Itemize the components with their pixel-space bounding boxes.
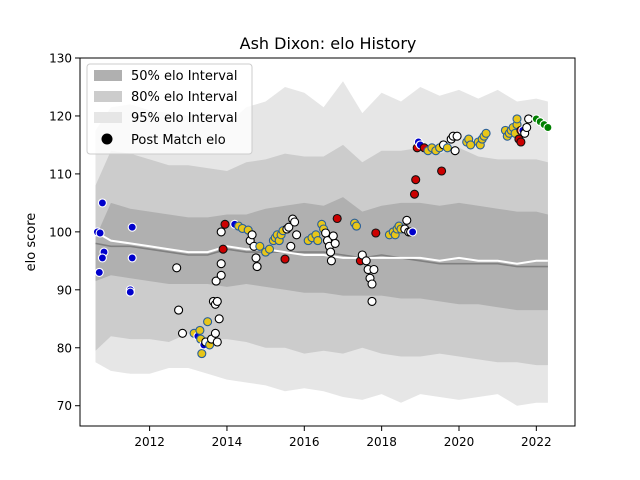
post-match-elo-point: [332, 213, 342, 224]
y-tick-label: 120: [49, 109, 72, 123]
legend-label-post-match: Post Match elo: [131, 133, 226, 148]
post-match-elo-point: [292, 230, 302, 240]
post-match-elo-point: [216, 227, 226, 237]
post-match-elo-point: [216, 259, 226, 269]
legend-label-95: 95% elo Interval: [131, 111, 238, 126]
post-match-elo-point: [290, 217, 300, 227]
post-match-elo-point: [402, 215, 412, 225]
post-match-elo-point: [437, 166, 447, 176]
post-match-elo-point: [284, 222, 294, 232]
y-tick-label: 100: [49, 225, 72, 239]
post-match-elo-point: [361, 256, 371, 266]
mean-elo-line: [95, 231, 548, 265]
post-match-elo-point: [195, 325, 205, 335]
post-match-elo-point: [216, 270, 226, 280]
post-match-elo-point: [255, 241, 265, 251]
post-match-elo-point: [516, 137, 526, 147]
y-tick-label: 110: [49, 167, 72, 181]
post-match-elo-point: [97, 198, 107, 208]
post-match-elo-point: [326, 247, 336, 257]
x-tick-label: 2014: [212, 435, 243, 449]
post-match-elo-point: [127, 222, 137, 232]
legend-marker-post-match: [101, 133, 113, 145]
post-match-elo-point: [172, 263, 182, 273]
post-match-elo-point: [127, 253, 137, 263]
post-match-elo-point: [369, 264, 379, 275]
post-match-elo-point: [211, 276, 221, 286]
post-match-elo-point: [252, 262, 262, 272]
post-match-elo-point: [212, 296, 222, 306]
post-match-elo-point: [174, 305, 184, 315]
legend-swatch-80: [94, 91, 122, 102]
post-match-elo-point: [442, 143, 452, 153]
post-match-elo-point: [543, 122, 553, 133]
post-match-elo-point: [94, 267, 104, 277]
x-tick-label: 2012: [134, 435, 165, 449]
x-tick-label: 2018: [366, 435, 397, 449]
post-match-elo-point: [522, 122, 532, 133]
x-tick-label: 2022: [521, 435, 552, 449]
post-match-elo-point: [125, 287, 135, 297]
post-match-elo-point: [214, 314, 224, 324]
post-match-elo-point: [247, 230, 257, 240]
post-match-elo-point: [450, 146, 460, 156]
x-tick-label: 2020: [444, 435, 475, 449]
legend-swatch-95: [94, 112, 122, 123]
post-match-elo-point: [330, 238, 340, 248]
post-match-elo-point: [210, 328, 220, 338]
post-match-elo-point: [367, 279, 377, 289]
post-match-elo-point: [408, 227, 418, 237]
post-match-elo-point: [313, 236, 323, 246]
legend-label-80: 80% elo Interval: [131, 90, 238, 105]
post-match-elo-point: [212, 337, 222, 347]
post-match-elo-point: [218, 244, 228, 254]
legend-label-50: 50% elo Interval: [131, 69, 238, 84]
post-match-elo-point: [524, 114, 534, 124]
band-50-interval: [95, 197, 548, 311]
post-match-elo-point: [409, 189, 420, 199]
post-match-elo-point: [264, 244, 275, 254]
post-match-elo-point: [177, 328, 188, 338]
post-match-elo-point: [280, 254, 290, 264]
x-axis: 2012 2014 2016 2018 2020 2022: [134, 426, 552, 449]
y-tick-label: 90: [57, 283, 72, 297]
y-tick-label: 80: [57, 341, 72, 355]
y-tick-label: 130: [49, 52, 72, 66]
post-match-elo-point: [203, 317, 213, 327]
chart-title: Ash Dixon: elo History: [240, 34, 417, 53]
y-axis: 70 80 90 100 110 120 130: [49, 52, 80, 413]
median-elo-line: [95, 242, 548, 268]
post-match-elo-point: [411, 175, 421, 185]
post-match-elo-point: [512, 114, 522, 124]
plot-area: [92, 81, 553, 406]
legend-swatch-50: [94, 70, 122, 81]
x-tick-label: 2016: [289, 435, 320, 449]
post-match-elo-point: [321, 228, 331, 238]
post-match-elo-point: [466, 140, 476, 150]
post-match-elo-point: [286, 241, 296, 251]
post-match-elo-point: [326, 256, 336, 266]
axes-frame: [79, 57, 576, 427]
post-match-elo-point: [97, 253, 107, 263]
post-match-elo-point: [328, 231, 338, 241]
y-tick-label: 70: [57, 399, 72, 413]
post-match-elo-point: [481, 128, 491, 138]
post-match-elo-point: [351, 221, 362, 231]
post-match-elo-point: [371, 228, 381, 238]
y-axis-label: elo score: [24, 213, 39, 272]
post-match-elo-point: [452, 131, 462, 141]
post-match-elo-point: [367, 296, 377, 306]
post-match-elo-point: [220, 219, 230, 229]
post-match-elo-point: [197, 349, 207, 359]
legend: 50% elo Interval 80% elo Interval 95% el…: [86, 63, 253, 155]
post-match-elo-point: [95, 228, 105, 238]
legend-box: [86, 63, 253, 155]
post-match-elo-point: [251, 253, 261, 263]
